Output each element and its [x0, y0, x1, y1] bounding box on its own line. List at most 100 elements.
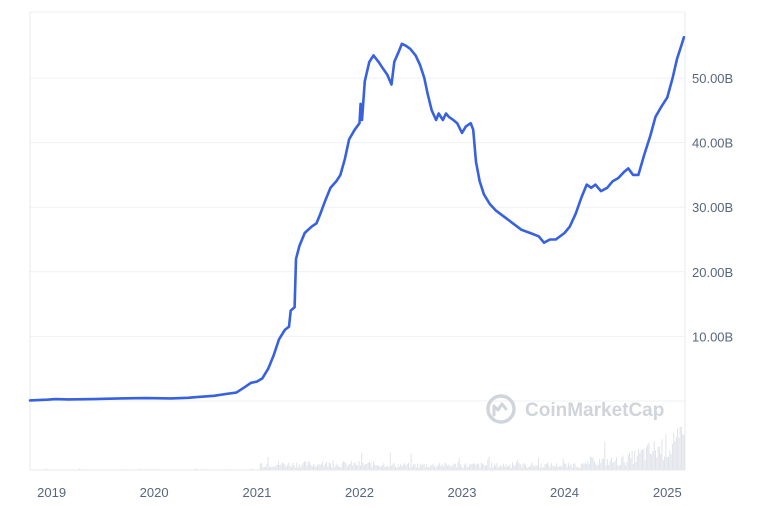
- volume-bar: [515, 462, 517, 470]
- volume-bar: [596, 465, 598, 470]
- volume-bar: [579, 467, 581, 470]
- volume-bar: [617, 465, 619, 470]
- volume-bar: [366, 463, 368, 470]
- y-tick-label: 50.00B: [692, 71, 733, 86]
- volume-bar: [657, 447, 659, 470]
- volume-bar: [500, 465, 502, 470]
- volume-bar: [608, 464, 610, 470]
- volume-bar: [648, 443, 650, 470]
- volume-bar: [562, 458, 564, 470]
- volume-bar: [327, 466, 329, 470]
- volume-bar: [662, 460, 664, 470]
- volume-bar: [597, 464, 599, 470]
- axes: 10.00B 20.00B 30.00B 40.00B 50.00B 2019 2020 20…: [29, 12, 733, 500]
- volume-bar: [480, 462, 482, 470]
- y-tick-label: 10.00B: [692, 329, 733, 344]
- volume-bar: [629, 452, 630, 470]
- volume-bar: [670, 454, 672, 470]
- volume-bar: [311, 466, 313, 470]
- volume-bar: [499, 466, 500, 470]
- volume-bar: [535, 465, 537, 470]
- volume-bar: [495, 465, 497, 470]
- volume-bar: [487, 459, 489, 470]
- volume-bar: [534, 466, 536, 470]
- volume-bar: [609, 461, 611, 470]
- volume-bar: [506, 466, 508, 470]
- volume-bar: [501, 466, 503, 470]
- volume-bar: [414, 464, 416, 470]
- watermark-text: CoinMarketCap: [525, 400, 664, 421]
- volume-bar: [388, 467, 390, 470]
- volume-bars: [31, 426, 685, 470]
- volume-bar: [558, 466, 560, 470]
- volume-bar: [655, 450, 656, 470]
- volume-bar: [603, 458, 604, 470]
- volume-bar: [671, 443, 673, 470]
- volume-bar: [647, 444, 649, 470]
- volume-bar: [580, 464, 582, 470]
- volume-bar: [201, 468, 203, 470]
- volume-bar: [514, 465, 516, 470]
- volume-bar: [271, 466, 273, 470]
- volume-bar: [419, 463, 421, 470]
- volume-bar: [658, 446, 660, 470]
- volume-bar: [288, 462, 290, 470]
- volume-bar: [588, 463, 590, 470]
- volume-bar: [353, 463, 355, 470]
- volume-bar: [491, 462, 493, 470]
- volume-bar: [440, 466, 442, 470]
- volume-bar: [441, 464, 443, 470]
- volume-bar: [638, 449, 640, 470]
- volume-bar: [599, 458, 601, 470]
- volume-bar: [573, 463, 575, 470]
- volume-bar: [488, 456, 490, 470]
- volume-bar: [683, 434, 685, 470]
- volume-bar: [301, 464, 303, 470]
- volume-bar: [289, 466, 291, 470]
- volume-bar: [320, 463, 322, 470]
- volume-bar: [276, 464, 278, 470]
- volume-bar: [317, 465, 318, 470]
- volume-bar: [547, 462, 549, 470]
- volume-bar: [453, 463, 455, 470]
- volume-bar: [250, 468, 252, 470]
- volume-bar: [475, 464, 477, 470]
- coinmarketcap-logo-icon: [486, 394, 516, 424]
- x-tick-label: 2022: [345, 485, 374, 500]
- volume-bar: [668, 456, 669, 470]
- volume-bar: [423, 464, 425, 470]
- y-tick-label: 30.00B: [692, 200, 733, 215]
- volume-bar: [505, 464, 507, 470]
- volume-bar: [279, 465, 281, 470]
- volume-bar: [666, 457, 668, 470]
- volume-bar: [479, 467, 481, 470]
- volume-bar: [474, 463, 476, 470]
- volume-bar: [332, 460, 334, 470]
- volume-bar: [432, 463, 434, 470]
- volume-bar: [473, 463, 474, 470]
- volume-bar: [406, 464, 408, 470]
- volume-bar: [274, 466, 276, 470]
- volume-bar: [601, 459, 603, 470]
- volume-bar: [610, 457, 612, 470]
- volume-bar: [348, 464, 350, 470]
- volume-bar: [45, 468, 47, 470]
- volume-bar: [530, 465, 532, 470]
- volume-bar: [395, 466, 396, 470]
- volume-bar: [444, 462, 446, 470]
- volume-bar: [294, 467, 296, 470]
- volume-bar: [443, 466, 445, 470]
- volume-bar: [522, 464, 524, 470]
- volume-bar: [372, 461, 374, 470]
- volume-bar: [309, 461, 311, 470]
- volume-bar: [625, 465, 627, 470]
- volume-bar: [392, 464, 394, 470]
- volume-bar: [483, 464, 485, 470]
- volume-bar: [632, 464, 634, 470]
- volume-bar: [370, 463, 372, 470]
- volume-bar: [418, 467, 420, 470]
- volume-bar: [461, 467, 463, 470]
- volume-bar: [504, 466, 506, 470]
- x-tick-label: 2024: [550, 485, 579, 500]
- volume-bar: [532, 465, 534, 470]
